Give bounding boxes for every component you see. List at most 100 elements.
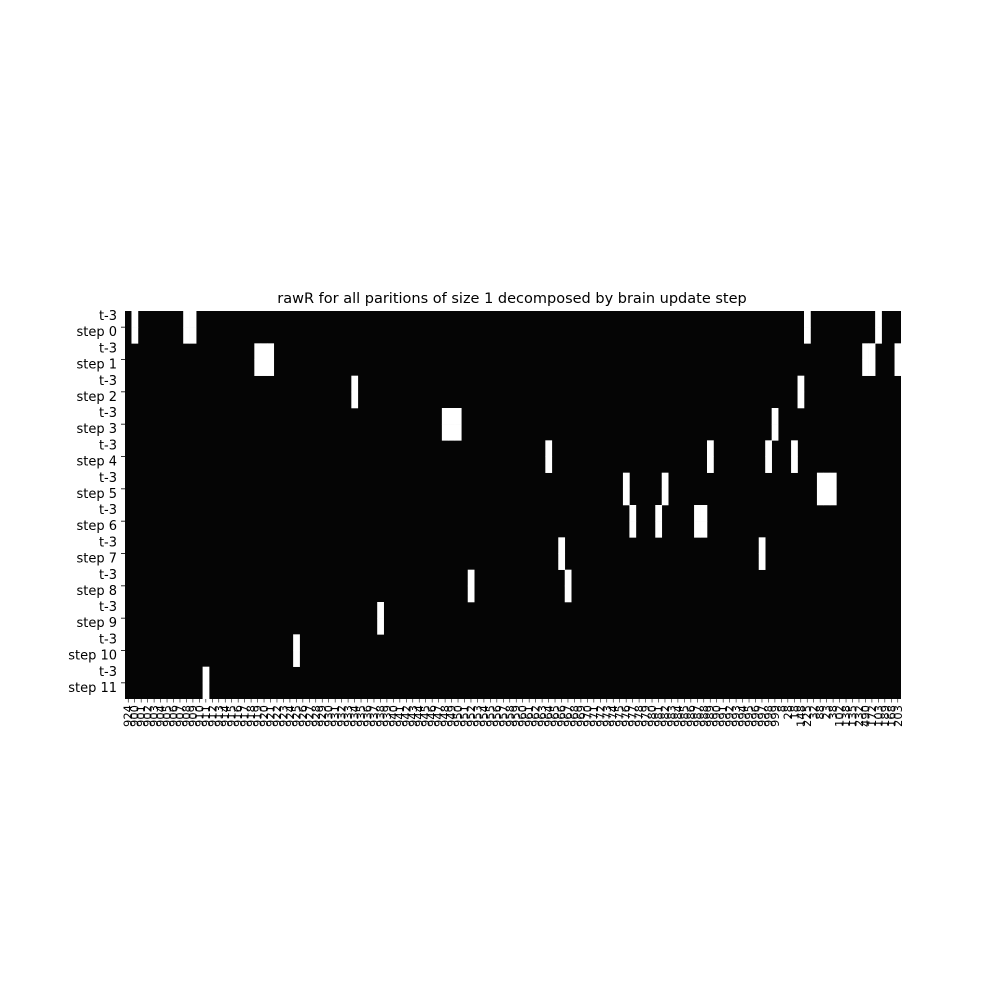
x-tick-label: 937 [367,705,381,727]
heatmap-cell [655,505,663,522]
x-tick-label: 914 [218,705,232,727]
x-tick-label: 926 [296,705,310,727]
heatmap-cell [797,391,805,409]
y-tick-label: t-3 step 4 [76,439,117,470]
x-tick-label: 917 [238,705,252,727]
x-tick-label: 102 [833,705,847,727]
heatmap-cell [875,311,882,328]
y-tick-label: t-3 step 3 [76,406,117,437]
x-tick-label: 189 [878,705,892,727]
x-tick-label: 966 [555,705,569,727]
x-tick-label: 942 [399,705,413,727]
x-tick-label: 908 [179,705,193,727]
x-tick-label: 946 [425,705,439,727]
x-tick-label: 988 [697,705,711,727]
heatmap-background [125,311,901,699]
x-tick-label: 88 [813,705,827,720]
heatmap-cell [293,650,300,667]
heatmap-cell [467,585,475,603]
heatmap-cell [202,666,210,684]
x-tick-label: 984 [671,705,685,727]
heatmap-cell [131,311,139,328]
x-tick-label: 103 [871,705,885,727]
heatmap-cell [454,408,462,425]
x-tick-label: 938 [373,705,387,727]
heatmap-cell [771,424,779,441]
x-tick-label: 971 [587,705,601,727]
x-tick-label: 945 [419,705,433,727]
x-tick-label: 959 [509,705,523,727]
x-tick-label: 490 [858,705,872,727]
x-tick-label: 998 [761,705,775,727]
heatmap-cell [267,343,275,360]
x-tick-label: 927 [302,705,316,727]
heatmap-cell [629,505,637,522]
chart-title: rawR for all paritions of size 1 decompo… [277,291,746,307]
x-tick-label: 203 [891,705,905,727]
x-tick-label: 968 [567,705,581,727]
x-tick-label: 909 [186,705,200,727]
x-tick-label: 929 [315,705,329,727]
heatmap-cell [765,456,772,473]
heatmap-cell [254,359,262,376]
x-tick-label: 23 [820,705,834,720]
heatmap-cell [131,327,139,344]
x-tick-label: 970 [580,705,594,727]
x-tick-label: 995 [742,705,756,727]
heatmap-cell [823,472,831,490]
x-tick-label: 923 [276,705,290,727]
y-tick-label: t-3 step 11 [68,665,117,696]
x-tick-label: 38 [826,705,840,720]
x-tick-label: 925 [289,705,303,727]
heatmap-cell [894,343,902,360]
x-tick-label: 901 [134,705,148,727]
x-tick-label: 28 [781,705,795,720]
x-tick-label: 135 [846,705,860,727]
x-tick-label: 32 [807,705,821,720]
x-tick-label: 967 [561,705,575,727]
x-tick-label: 983 [664,705,678,727]
x-tick-label: 922 [270,705,284,727]
heatmap-cell [694,521,701,538]
x-tick-label: 989 [703,705,717,727]
x-tick-label: 982 [658,705,672,727]
x-tick-label: 951 [458,705,472,727]
heatmap-cell [875,327,882,344]
x-tick-label: 960 [516,705,530,727]
heatmap-cell [862,359,869,376]
x-tick-label: 977 [626,705,640,727]
x-tick-label: 148 [794,705,808,727]
heatmap-cell [558,537,566,554]
heatmap-cell [441,424,449,441]
heatmap-cell [564,569,572,587]
y-tick-label: t-3 step 6 [76,503,117,534]
heatmap-cell [816,488,824,506]
x-tick-label: 933 [341,705,355,727]
heatmap-cell [758,553,766,570]
x-tick-label: 939 [380,705,394,727]
x-tick-label: 918 [244,705,258,727]
x-tick-label: 985 [677,705,691,727]
x-tick-label: 950 [451,705,465,727]
heatmap-cell [661,488,669,506]
x-tick-label: 974 [606,705,620,727]
heatmap-cell [558,553,566,570]
x-tick-label: 987 [690,705,704,727]
heatmap-cell [377,618,384,635]
x-tick-label: 138 [839,705,853,727]
x-tick-label: 997 [755,705,769,727]
x-tick-label: 958 [503,705,517,727]
x-tick-label: 952 [464,705,478,727]
y-axis: t-3 step 0t-3 step 1t-3 step 2t-3 step 3t-3 s… [68,309,125,696]
heatmap-cell [629,521,637,538]
x-tick-label: 910 [192,705,206,727]
heatmap-cell [189,311,197,328]
heatmap-cell [829,472,837,490]
x-tick-label: 954 [477,705,491,727]
x-tick-label: 986 [684,705,698,727]
x-tick-label: 903 [147,705,161,727]
x-tick-label: 991 [716,705,730,727]
y-tick-label: t-3 step 0 [76,309,117,340]
heatmap-cell [564,585,572,603]
